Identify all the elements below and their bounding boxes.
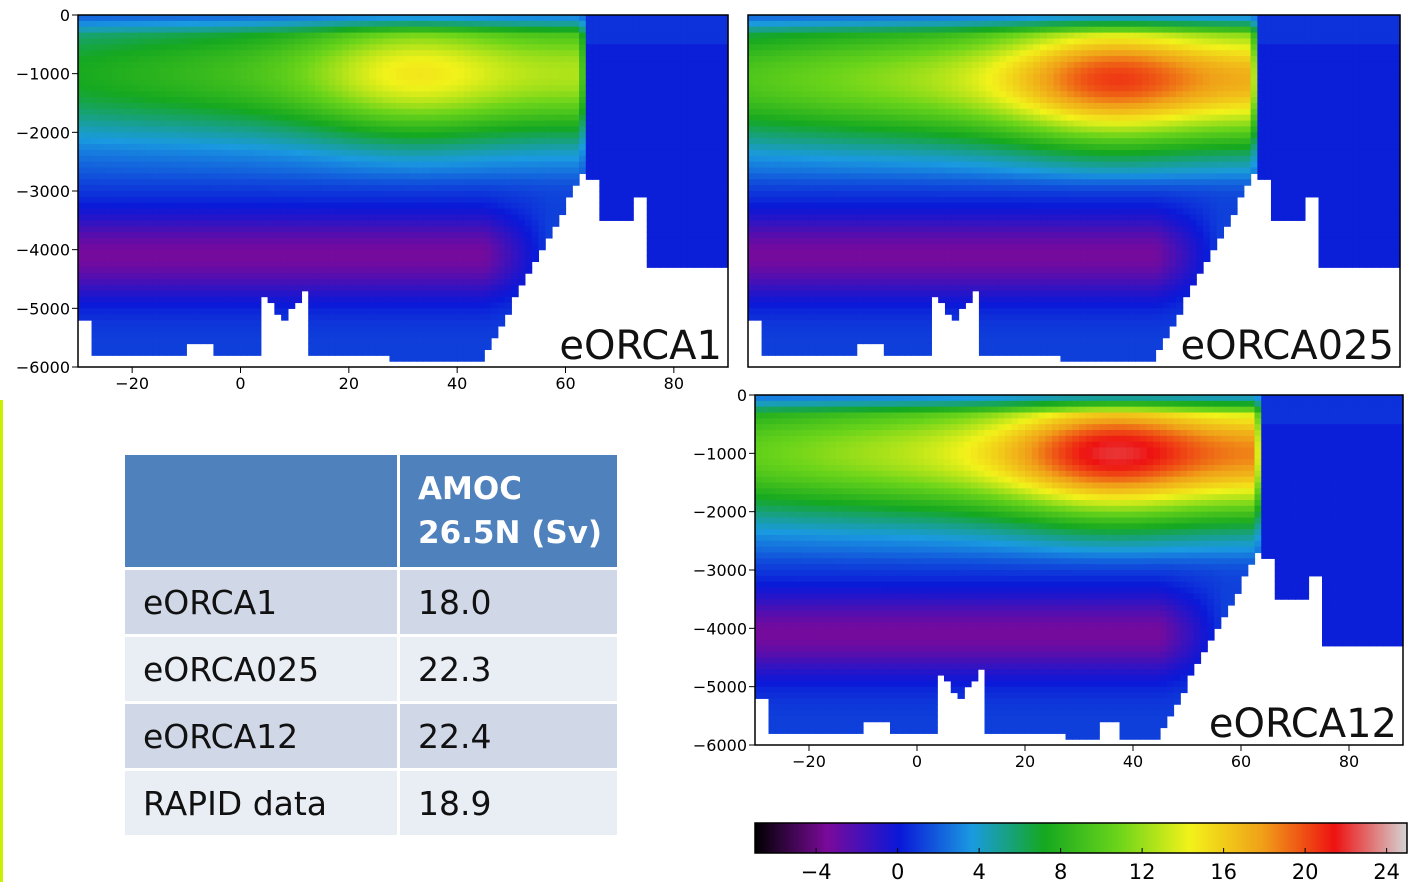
x-tick-label: 40 — [1123, 752, 1143, 771]
table-row: eORCA1 18.0 — [122, 567, 620, 637]
table-cell-model: eORCA1 — [122, 567, 400, 637]
y-tick-label: −6000 — [693, 736, 747, 755]
y-tick-label: −6000 — [16, 358, 70, 377]
colorbar-tick-label: 20 — [1292, 860, 1319, 882]
x-tick-label: 80 — [1339, 752, 1359, 771]
table-cell-value: 22.4 — [397, 701, 620, 771]
y-tick-label: −4000 — [693, 619, 747, 638]
plot-eorca1: −20 0 20 40 60 80 0 −1000 −2000 −3000 −4000 −5000 −6… — [16, 6, 729, 393]
panel-label: eORCA12 — [1209, 701, 1397, 747]
x-tick-label: 20 — [339, 374, 359, 393]
y-tick-label: −1000 — [693, 444, 747, 463]
x-tick-label: 20 — [1015, 752, 1035, 771]
y-tick-label: 0 — [737, 386, 747, 405]
y-tick-label: −4000 — [16, 241, 70, 260]
y-tick-label: 0 — [60, 6, 70, 25]
x-tick-label: −20 — [792, 752, 826, 771]
colorbar-tick-label: 24 — [1373, 860, 1400, 882]
colorbar-bar — [754, 822, 1408, 854]
table-row: eORCA12 22.4 — [122, 701, 620, 771]
colorbar-tick-label: 12 — [1129, 860, 1156, 882]
table-cell-value: 18.9 — [397, 768, 620, 838]
y-tick-label: −5000 — [693, 678, 747, 697]
table-cell-model: eORCA025 — [122, 634, 400, 704]
x-tick-label: 40 — [447, 374, 467, 393]
x-tick-label: 60 — [555, 374, 575, 393]
colorbar-tick-label: 16 — [1210, 860, 1237, 882]
table-header-empty — [122, 452, 400, 570]
table-header-amoc: AMOC 26.5N (Sv) — [397, 452, 620, 570]
table-row: RAPID data 18.9 — [122, 768, 620, 838]
table-cell-value: 18.0 — [397, 567, 620, 637]
amoc-table: AMOC 26.5N (Sv) eORCA1 18.0 eORCA025 22.3… — [122, 452, 620, 838]
colorbar: −4 0 4 8 12 16 20 24 — [754, 822, 1408, 882]
x-tick-label: 80 — [664, 374, 684, 393]
accent-line — [0, 400, 3, 882]
header-line1: AMOC — [418, 471, 522, 507]
colorbar-tick-label: 0 — [891, 860, 904, 882]
header-line2: 26.5N (Sv) — [418, 515, 603, 551]
y-tick-label: −3000 — [16, 182, 70, 201]
plot-eorca025: eORCA025 — [747, 14, 1401, 369]
plot-frame — [747, 14, 1401, 368]
table-cell-model: eORCA12 — [122, 701, 400, 771]
x-tick-label: 0 — [235, 374, 245, 393]
table-header-row: AMOC 26.5N (Sv) — [122, 452, 620, 570]
y-tick-label: −3000 — [693, 561, 747, 580]
colorbar-tick-label: 8 — [1054, 860, 1067, 882]
y-tick-label: −1000 — [16, 65, 70, 84]
y-tick-label: −5000 — [16, 299, 70, 318]
colorbar-tick-label: 4 — [972, 860, 985, 882]
panel-label: eORCA025 — [1180, 323, 1394, 369]
table-cell-value: 22.3 — [397, 634, 620, 704]
table-cell-model: RAPID data — [122, 768, 400, 838]
panel-label: eORCA1 — [559, 323, 722, 369]
x-tick-label: 0 — [912, 752, 922, 771]
plot-eorca12: −20 0 20 40 60 80 0 −1000 −2000 −3000 −4000 −5000 −6… — [693, 386, 1404, 771]
x-tick-label: 60 — [1231, 752, 1251, 771]
table-row: eORCA025 22.3 — [122, 634, 620, 704]
y-tick-label: −2000 — [16, 123, 70, 142]
x-tick-label: −20 — [115, 374, 149, 393]
colorbar-tick-label: −4 — [801, 860, 832, 882]
y-tick-label: −2000 — [693, 503, 747, 522]
